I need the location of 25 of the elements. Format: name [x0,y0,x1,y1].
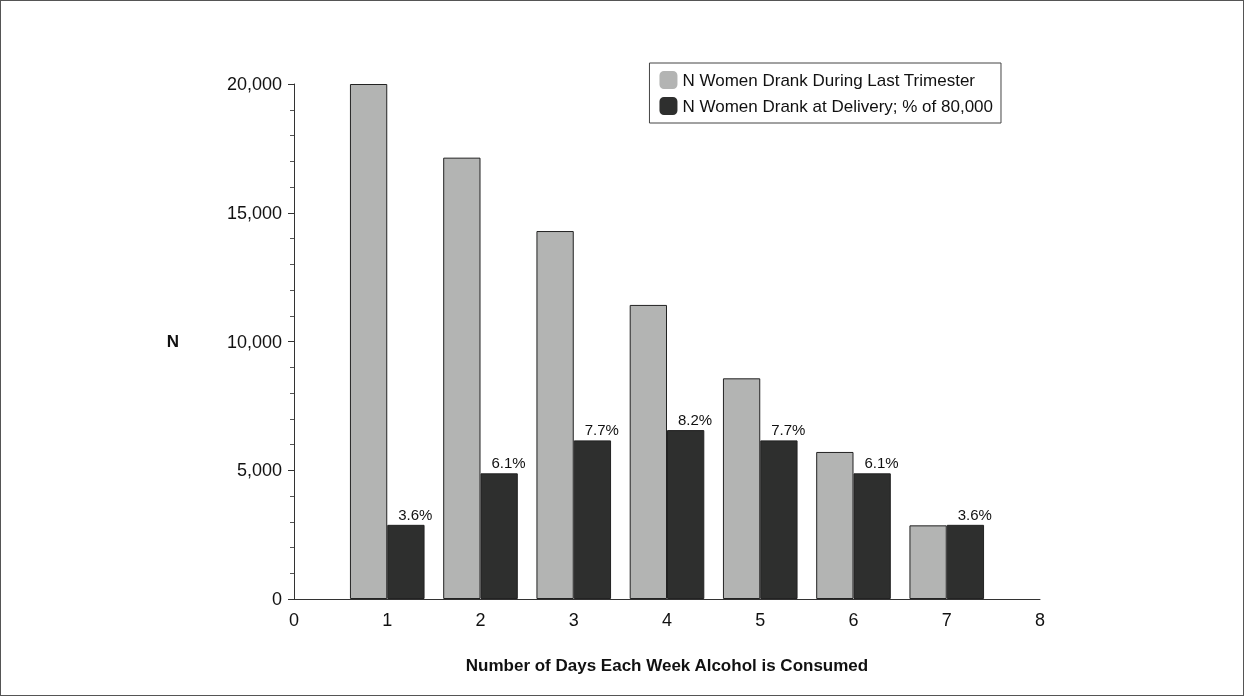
x-tick-label: 0 [288,610,300,630]
y-tick-label: 0 [271,589,282,609]
annotation: 3.6% [957,505,992,523]
legend-label: N Women Drank at Delivery; % of 80,000 [682,96,994,116]
x-tick-label: 3 [568,610,579,630]
y-tick-label: 5,000 [236,460,282,481]
legend-label: N Women Drank During Last Trimester [682,70,976,90]
y-tick-label: 10,000 [226,331,282,352]
y-tick-label: 15,000 [226,202,282,223]
x-tick-label: 7 [941,610,952,630]
y-axis-title: N [166,332,179,351]
annotation: 7.7% [771,421,806,439]
x-axis-title: Number of Days Each Week Alcohol is Consumed [465,656,869,675]
annotation: 8.2% [677,411,713,429]
annotation: 6.1% [491,454,526,472]
x-tick-label: 8 [1034,610,1046,630]
annotation: 7.7% [584,421,619,439]
annotation: 6.1% [864,454,899,472]
x-tick-label: 5 [755,610,766,630]
x-tick-label: 1 [382,610,393,630]
y-tick-label: 20,000 [226,74,282,94]
x-tick-label: 4 [661,610,673,630]
annotation: 3.6% [398,505,433,523]
x-tick-label: 2 [475,610,486,630]
x-tick-label: 6 [848,610,859,630]
